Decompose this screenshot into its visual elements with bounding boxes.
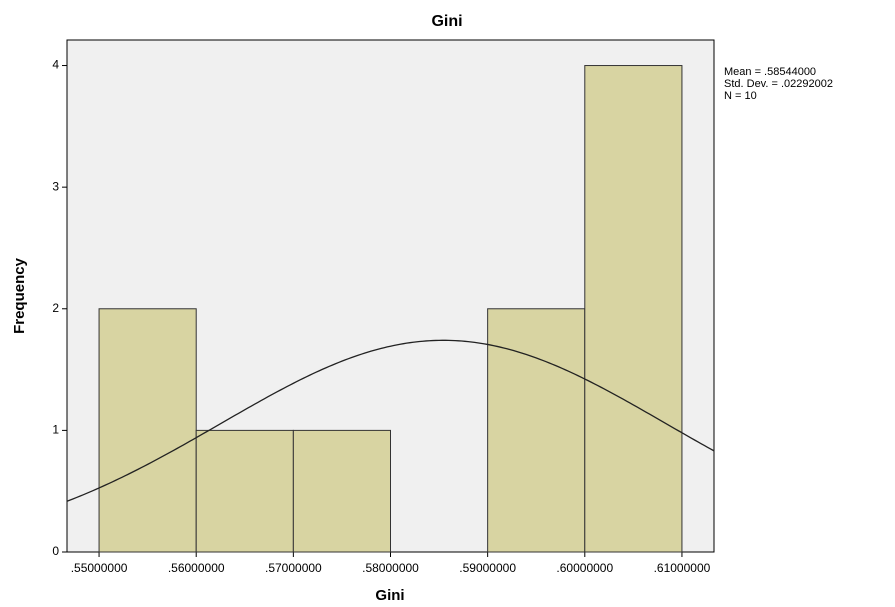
- x-tick-label: .55000000: [71, 561, 128, 575]
- x-tick-label: .59000000: [459, 561, 516, 575]
- bar: [99, 309, 196, 552]
- x-tick-label: .57000000: [265, 561, 322, 575]
- chart-title: Gini: [431, 13, 462, 30]
- x-tick-label: .58000000: [362, 561, 419, 575]
- bar: [293, 430, 390, 552]
- y-tick-label: 4: [52, 58, 59, 72]
- y-tick-label: 0: [52, 544, 59, 558]
- y-tick-label: 2: [52, 301, 59, 315]
- y-tick-label: 1: [52, 423, 59, 437]
- bar: [196, 430, 293, 552]
- stat-mean: Mean = .58544000: [724, 66, 816, 78]
- stat-std: Std. Dev. = .02292002: [724, 78, 833, 90]
- bar: [585, 66, 682, 552]
- x-tick-label: .56000000: [168, 561, 225, 575]
- y-axis-label: Frequency: [11, 257, 28, 334]
- x-tick-label: .61000000: [654, 561, 711, 575]
- bar: [488, 309, 585, 552]
- x-tick-label: .60000000: [556, 561, 613, 575]
- chart: Gini Gini Frequency Mean = .58544000 Std…: [0, 0, 895, 607]
- stat-n: N = 10: [724, 90, 757, 102]
- page: Gini Gini Frequency Mean = .58544000 Std…: [0, 0, 895, 607]
- y-tick-label: 3: [52, 179, 59, 193]
- x-axis-label: Gini: [375, 587, 404, 604]
